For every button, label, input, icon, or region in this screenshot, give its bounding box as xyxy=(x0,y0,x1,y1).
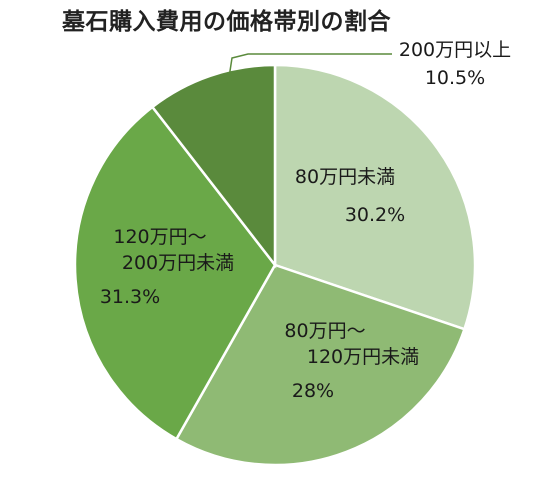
pie-slice-1 xyxy=(273,63,477,331)
slice-label-2: 80万円～ 120万円未満 28% xyxy=(284,320,419,402)
slice-category-label: 200万円未満 xyxy=(122,252,234,274)
chart-title: 墓石購入費用の価格帯別の割合 xyxy=(62,9,391,35)
pie-slice-3 xyxy=(73,105,277,441)
slice-value-label: 30.2% xyxy=(345,204,405,226)
slice-value-label: 31.3% xyxy=(100,286,160,308)
slice-value-label: 28% xyxy=(292,380,334,402)
pie-slice-4 xyxy=(150,63,277,269)
slice-category-label: 80万円～ xyxy=(284,320,365,342)
slice-label-4: 200万円以上 10.5% xyxy=(399,39,511,89)
slice-category-label: 80万円未満 xyxy=(295,166,395,188)
slice-category-label: 200万円以上 xyxy=(399,39,511,61)
leader-line xyxy=(227,53,392,85)
slice-label-1: 80万円未満 30.2% xyxy=(295,166,405,226)
slice-category-label: 120万円未満 xyxy=(307,346,419,368)
pie-slice-2 xyxy=(174,263,467,467)
slice-category-label: 120万円～ xyxy=(113,226,206,248)
slice-value-label: 10.5% xyxy=(425,67,485,89)
slice-label-3: 120万円～ 200万円未満 31.3% xyxy=(100,226,234,308)
